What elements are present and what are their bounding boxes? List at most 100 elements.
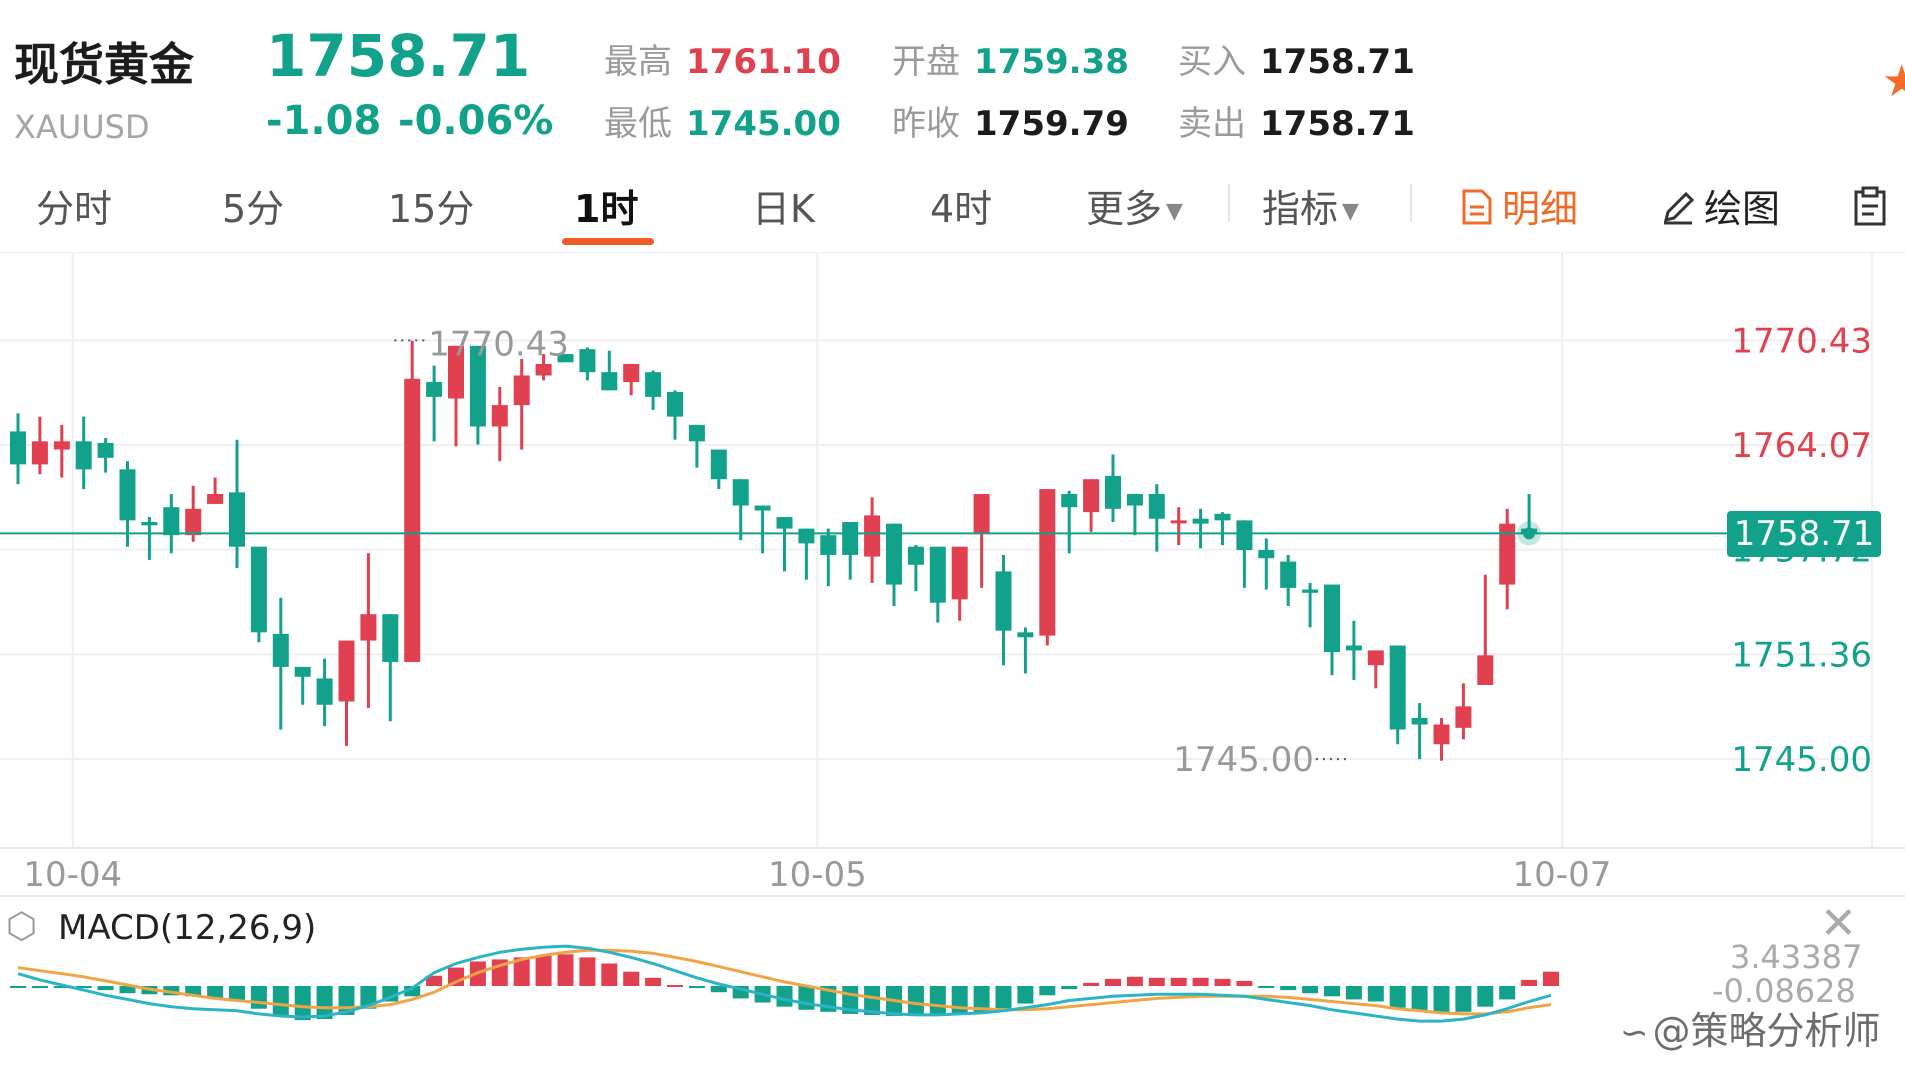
macd-histogram-bar (10, 986, 26, 988)
macd-histogram-bar (1258, 986, 1275, 988)
tab-indicators[interactable]: 指标 ▼ (1262, 178, 1359, 233)
macd-histogram-bar (601, 963, 618, 986)
candle-body (97, 442, 114, 458)
candle-body (754, 505, 771, 511)
candle-body (557, 354, 574, 363)
instrument-code: XAUUSD (14, 108, 150, 146)
stat-open-label: 开盘 (892, 42, 960, 82)
macd-dea-line (17, 948, 1552, 1016)
candle-body (229, 492, 245, 547)
candle-body (535, 363, 552, 376)
macd-histogram-bar (1126, 976, 1143, 986)
instrument-name: 现货黄金 (14, 38, 195, 91)
candle-body (1170, 520, 1187, 524)
candle-body (294, 666, 311, 677)
stat-ask-label: 卖出 (1178, 104, 1246, 144)
active-tab-indicator (562, 238, 654, 245)
tab-1hour[interactable]: 1时 (574, 187, 639, 231)
last-price-tag: 1758.71 (1727, 511, 1881, 557)
tab-divider (1410, 184, 1412, 222)
tab-drawing[interactable]: 绘图 (1660, 178, 1780, 233)
candle-body (1061, 494, 1078, 508)
candle-body (469, 345, 486, 427)
price-change: -1.08 (266, 98, 382, 144)
macd-histogram-bar (1214, 978, 1231, 986)
candle-body (75, 441, 92, 470)
candle-body (798, 528, 815, 544)
candle-body (53, 441, 70, 450)
macd-histogram-bar (316, 986, 333, 1020)
candle-body (973, 494, 990, 534)
stat-low: 最低 1745.00 (604, 96, 841, 145)
candle-body (1324, 584, 1340, 653)
pencil-icon (1663, 191, 1695, 225)
settings-hexagon-icon[interactable]: ⬡ (6, 906, 38, 947)
tab-more[interactable]: 更多 ▼ (1086, 178, 1183, 233)
macd-histogram-bar (513, 957, 530, 986)
candle-body (1367, 650, 1384, 666)
macd-value-1: 3.43387 (1730, 938, 1863, 976)
tab-details[interactable]: 明细 (1460, 178, 1578, 233)
macd-histogram-bar (645, 977, 662, 986)
macd-histogram-bar (798, 986, 815, 1010)
tab-timeshare[interactable]: 分时 (36, 187, 113, 231)
macd-histogram-bar (1521, 979, 1538, 986)
stat-prev-close-label: 昨收 (892, 104, 960, 144)
macd-histogram-bar (1236, 980, 1253, 986)
macd-histogram-bar (207, 986, 224, 999)
macd-histogram-bar (1543, 971, 1559, 986)
candle-body (1105, 475, 1121, 509)
tab-15min[interactable]: 15分 (388, 187, 475, 231)
candle-body (1280, 561, 1297, 588)
candle-body (1148, 494, 1165, 519)
macd-histogram-bar (973, 986, 990, 1012)
macd-histogram-bar (294, 986, 311, 1021)
macd-value-2: -0.08628 (1712, 972, 1856, 1010)
candle-body (951, 546, 968, 600)
macd-histogram-bar (535, 955, 552, 986)
close-icon[interactable]: ✕ (1820, 898, 1857, 949)
candle-body (645, 372, 662, 397)
tab-more-label: 更多 (1086, 187, 1163, 231)
macd-histogram-bar (250, 986, 267, 1009)
candle-body (907, 546, 924, 565)
macd-histogram-bar (907, 986, 924, 1016)
clipboard-icon[interactable] (1852, 186, 1888, 226)
stat-prev-close-value: 1759.79 (974, 104, 1129, 144)
tab-drawing-label: 绘图 (1704, 187, 1781, 231)
candle-body (360, 614, 377, 641)
tab-daily[interactable]: 日K (752, 187, 815, 231)
tab-4hour[interactable]: 4时 (930, 187, 993, 231)
macd-histogram-bar (623, 971, 640, 986)
chevron-down-icon: ▼ (1342, 199, 1359, 224)
candle-body (10, 431, 26, 465)
macd-histogram-bar (667, 984, 683, 987)
macd-histogram-bar (1433, 986, 1450, 1013)
macd-histogram-bar (31, 986, 48, 989)
watermark-text: @策略分析师 (1652, 1009, 1881, 1053)
tab-5min[interactable]: 5分 (222, 187, 285, 231)
candle-body (185, 508, 202, 536)
macd-histogram-bar (688, 986, 705, 989)
candle-body (1039, 489, 1056, 636)
macd-histogram-bar (1170, 977, 1187, 986)
favorite-star-icon[interactable]: ★ (1882, 56, 1905, 107)
macd-histogram-bar (163, 986, 180, 996)
candle-body (272, 633, 289, 667)
macd-histogram-bar (119, 986, 136, 994)
loop-icon: ∽ (1620, 1013, 1649, 1053)
macd-histogram-bar (1083, 982, 1100, 986)
stat-prev-close: 昨收 1759.79 (892, 96, 1129, 145)
y-tick-label: 1745.00 (1731, 740, 1872, 780)
stat-ask: 卖出 1758.71 (1178, 96, 1415, 145)
x-axis: 10-04 10-05 10-07 (23, 855, 1611, 895)
candle-body (1499, 523, 1516, 585)
macd-histogram-bar (1148, 977, 1165, 986)
document-icon (1462, 189, 1492, 225)
macd-histogram-bar (1324, 986, 1340, 997)
candle-body (1192, 518, 1209, 524)
macd-histogram-bar (1105, 978, 1121, 986)
x-tick-label: 10-05 (768, 855, 867, 895)
stat-high: 最高 1761.10 (604, 34, 841, 83)
